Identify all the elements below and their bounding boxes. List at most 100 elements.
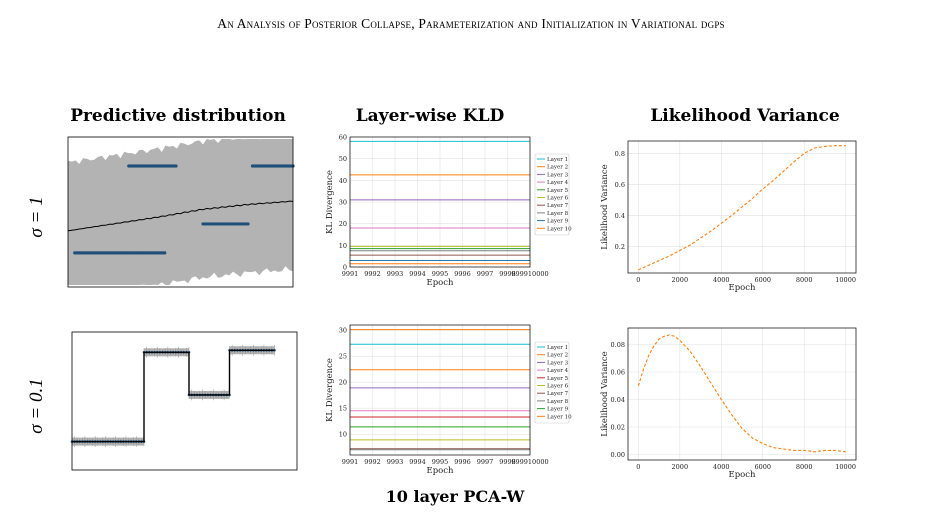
x-tick-label: 9992 — [364, 458, 381, 466]
legend-label: Layer 4 — [547, 180, 569, 186]
legend-label: Layer 10 — [547, 414, 572, 420]
legend-label: Layer 8 — [547, 399, 569, 405]
x-tick-label: 9996 — [454, 270, 471, 278]
variance-chart-sigma-0-1: 0 2000 4000 6000 8000 10000 0.00 0.02 0.04 0.06 0.… — [600, 327, 857, 480]
legend-label: Layer 7 — [547, 203, 569, 209]
y-tick-label: 0.04 — [611, 396, 625, 404]
legend-label: Layer 2 — [547, 353, 568, 359]
legend-label: Layer 7 — [547, 391, 569, 397]
running-head: An Analysis of Posterior Collapse, Param… — [217, 16, 725, 31]
y-tick-label: 0.2 — [615, 243, 625, 251]
row-label-sigma-0-1: σ = 0.1 — [26, 378, 47, 434]
y-tick-label: 0.4 — [615, 212, 625, 220]
y-tick-label: 30 — [339, 327, 347, 335]
variance-line — [637, 334, 846, 453]
legend-label: Layer 4 — [547, 368, 569, 374]
x-tick-label: 9992 — [364, 270, 381, 278]
row-label-sigma-1: σ = 1 — [26, 196, 47, 238]
y-tick-label: 50 — [339, 155, 347, 163]
y-tick-label: 0.6 — [615, 181, 625, 189]
x-tick-label: 9994 — [409, 458, 426, 466]
x-tick-label: 9991 — [342, 270, 359, 278]
x-tick-label: 999910000 — [511, 270, 548, 278]
kld-chart-sigma-1: 9991 9992 9993 9994 9995 9996 9997 999899991000… — [325, 134, 572, 289]
x-axis-label: Epoch — [729, 470, 757, 480]
legend-label: Layer 1 — [547, 345, 568, 351]
x-axis-label: Epoch — [729, 283, 757, 293]
title-layer-wise-kld: Layer-wise KLD — [355, 106, 505, 126]
x-tick-label: 9998 — [499, 270, 516, 278]
y-tick-label: 0.00 — [611, 451, 625, 459]
y-axis-label: KL Divergence — [325, 170, 335, 234]
x-tick-label: 0 — [636, 276, 640, 284]
plot-frame — [627, 140, 857, 274]
variance-line — [638, 145, 846, 271]
y-tick-label: 0.08 — [611, 341, 625, 349]
plot-frame — [71, 331, 298, 471]
legend-label: Layer 1 — [547, 157, 568, 163]
y-tick-label: 0.06 — [611, 369, 625, 377]
legend-label: Layer 8 — [547, 211, 569, 217]
legend-label: Layer 3 — [547, 360, 569, 366]
x-tick-label: 9993 — [387, 458, 404, 466]
x-axis-label: Epoch — [427, 466, 455, 476]
y-tick-label: 20 — [339, 220, 347, 228]
x-tick-label: 9997 — [477, 458, 494, 466]
y-axis-label: Likelihood Variance — [600, 351, 610, 436]
legend-label: Layer 3 — [547, 172, 569, 178]
x-tick-label: 9993 — [387, 270, 404, 278]
y-tick-label: 15 — [339, 405, 347, 413]
y-tick-label: 0.8 — [615, 150, 625, 158]
y-tick-label: 30 — [339, 199, 347, 207]
x-tick-label: 8000 — [796, 276, 813, 284]
data-point — [246, 222, 250, 226]
figure-caption: 10 layer PCA-W — [385, 487, 525, 506]
legend-label: Layer 10 — [547, 226, 572, 232]
x-tick-label: 6000 — [754, 276, 771, 284]
x-tick-label: 999910000 — [511, 458, 548, 466]
legend-label: Layer 9 — [547, 219, 569, 225]
x-tick-label: 8000 — [796, 463, 813, 471]
variance-chart-sigma-1: 0 2000 4000 6000 8000 10000 0.2 0.4 0.6 0.8 Epoch L… — [600, 140, 857, 293]
predictive-distribution-sigma-1 — [67, 136, 295, 288]
y-axis-label: KL Divergence — [325, 358, 335, 422]
y-axis-label: Likelihood Variance — [600, 164, 610, 249]
legend-label: Layer 5 — [547, 376, 569, 382]
plot-frame — [349, 136, 531, 268]
plot-frame — [67, 136, 294, 288]
plot-frame — [349, 324, 531, 456]
predictive-distribution-sigma-0-1 — [70, 331, 298, 471]
legend-label: Layer 6 — [547, 196, 569, 202]
uncertainty-band — [68, 139, 293, 285]
x-tick-label: 9997 — [477, 270, 494, 278]
legend-label: Layer 5 — [547, 188, 569, 194]
title-predictive-distribution: Predictive distribution — [70, 106, 286, 126]
y-tick-label: 20 — [339, 379, 347, 387]
x-tick-label: 9995 — [432, 270, 449, 278]
y-tick-label: 60 — [339, 134, 347, 142]
x-tick-label: 10000 — [835, 276, 856, 284]
predictive-mean-line — [67, 200, 294, 232]
x-tick-label: 4000 — [713, 463, 730, 471]
x-tick-label: 4000 — [713, 276, 730, 284]
x-tick-label: 6000 — [754, 463, 771, 471]
y-tick-label: 0.02 — [611, 424, 625, 432]
kld-chart-sigma-0-1: 9991 9992 9993 9994 9995 9996 9997 999899991000… — [325, 324, 572, 476]
plot-frame — [627, 327, 857, 461]
legend-label: Layer 6 — [547, 384, 569, 390]
x-tick-label: 9994 — [409, 270, 426, 278]
legend-label: Layer 2 — [547, 165, 568, 171]
x-tick-label: 2000 — [672, 276, 689, 284]
predictive-mean-line — [72, 349, 275, 443]
x-tick-label: 9998 — [499, 458, 516, 466]
title-likelihood-variance: Likelihood Variance — [650, 106, 840, 126]
y-tick-label: 10 — [339, 431, 347, 439]
x-tick-label: 9996 — [454, 458, 471, 466]
x-tick-label: 9991 — [342, 458, 359, 466]
y-tick-label: 40 — [339, 177, 347, 185]
legend-label: Layer 9 — [547, 407, 569, 413]
x-axis-label: Epoch — [427, 278, 455, 288]
x-tick-label: 2000 — [672, 463, 689, 471]
y-tick-label: 10 — [339, 242, 347, 250]
x-tick-label: 10000 — [835, 463, 856, 471]
